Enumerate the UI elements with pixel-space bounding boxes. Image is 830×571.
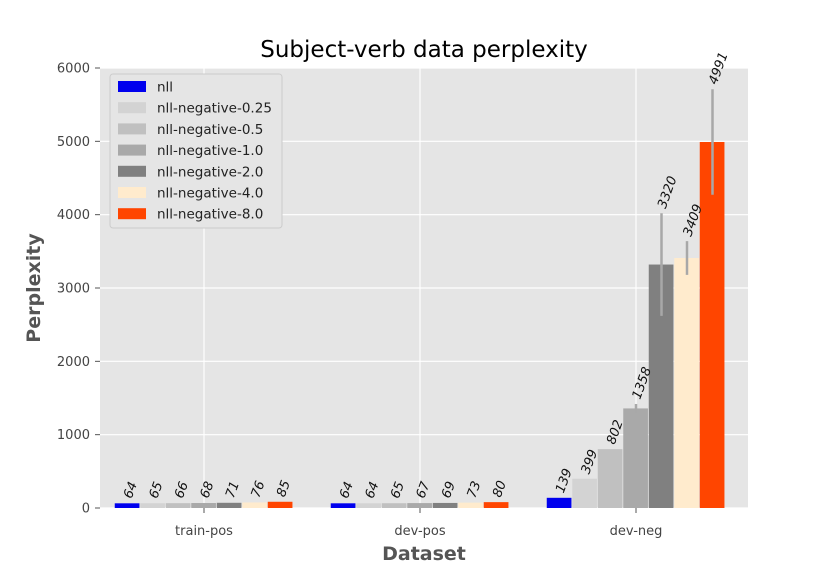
legend-label: nll-negative-4.0	[157, 186, 263, 202]
bar-value-label: 71	[223, 479, 243, 500]
bar-value-label: 85	[274, 478, 294, 499]
bar-nll-negative-8.0-dev-neg	[699, 141, 725, 508]
legend-label: nll-negative-1.0	[157, 143, 263, 159]
y-tick-label: 1000	[57, 428, 90, 443]
bar-value-label: 65	[388, 480, 408, 501]
legend-label: nll-negative-2.0	[157, 164, 263, 180]
bar-nll-dev-pos	[330, 503, 356, 508]
bar-value-label: 64	[363, 480, 383, 501]
legend-swatch	[118, 81, 146, 92]
bar-value-label: 73	[465, 479, 485, 500]
bar-value-label: 68	[198, 480, 218, 501]
legend-label: nll-negative-8.0	[157, 207, 263, 223]
bar-nll-negative-2.0-dev-pos	[432, 502, 458, 508]
legend-swatch	[118, 144, 146, 156]
x-axis-title: Dataset	[382, 543, 466, 565]
bar-value-label: 65	[147, 480, 167, 501]
bar-nll-negative-0.5-dev-pos	[381, 503, 407, 508]
y-axis-ticks: 0 1000 2000 3000 4000 5000 6000	[57, 62, 100, 517]
legend-label: nll-negative-0.25	[157, 101, 272, 117]
bar-nll-negative-1.0-train-pos	[191, 503, 216, 508]
legend-swatch	[118, 123, 146, 135]
y-tick-label: 2000	[57, 355, 90, 370]
bar-nll-negative-1.0-dev-pos	[407, 503, 432, 508]
bar-nll-negative-4.0-train-pos	[242, 502, 267, 508]
legend-label: nll-negative-0.5	[157, 122, 263, 138]
bar-value-label: 66	[172, 480, 192, 501]
bar-value-label: 64	[337, 480, 357, 501]
bar-nll-negative-0.25-dev-neg	[572, 478, 597, 508]
error-bars	[634, 89, 714, 413]
x-tick-label: dev-pos	[394, 524, 445, 539]
bar-nll-negative-4.0-dev-neg	[674, 258, 699, 508]
y-tick-label: 4000	[57, 208, 90, 223]
bar-value-label: 67	[414, 479, 434, 500]
bar-nll-negative-4.0-dev-pos	[458, 502, 483, 508]
y-axis-title: Perplexity	[23, 233, 45, 343]
bar-nll-negative-0.25-train-pos	[140, 503, 165, 508]
y-tick-label: 6000	[57, 62, 90, 77]
bar-value-label: 69	[439, 480, 459, 501]
bar-value-label: 80	[490, 479, 510, 500]
chart-title: Subject-verb data perplexity	[260, 37, 587, 63]
legend-swatch	[118, 208, 146, 220]
bar-nll-negative-8.0-dev-pos	[483, 502, 509, 508]
x-tick-label: dev-neg	[610, 524, 663, 539]
legend: nll nll-negative-0.25 nll-negative-0.5 nll-…	[109, 73, 283, 229]
y-tick-label: 5000	[57, 135, 90, 150]
legend-swatch	[118, 102, 146, 114]
bar-nll-negative-0.5-train-pos	[165, 503, 191, 508]
bar-nll-negative-1.0-dev-neg	[623, 408, 648, 508]
bar-nll-negative-8.0-train-pos	[267, 501, 293, 508]
bar-nll-negative-2.0-train-pos	[216, 502, 242, 508]
bar-nll-dev-neg	[546, 497, 572, 508]
y-tick-label: 0	[82, 502, 90, 517]
legend-box	[109, 73, 283, 229]
y-tick-label: 3000	[57, 282, 90, 297]
bar-value-label: 76	[249, 479, 269, 500]
bar-value-label: 64	[121, 480, 141, 501]
legend-label: nll	[157, 80, 173, 96]
bar-nll-train-pos	[114, 503, 140, 508]
x-tick-label: train-pos	[175, 524, 233, 539]
bar-nll-negative-0.25-dev-pos	[356, 503, 381, 508]
legend-swatch	[118, 187, 146, 198]
x-axis-ticks: train-pos dev-pos dev-neg	[175, 508, 662, 539]
bar-nll-negative-0.5-dev-neg	[597, 449, 623, 508]
bars	[114, 141, 725, 508]
legend-swatch	[118, 165, 146, 177]
